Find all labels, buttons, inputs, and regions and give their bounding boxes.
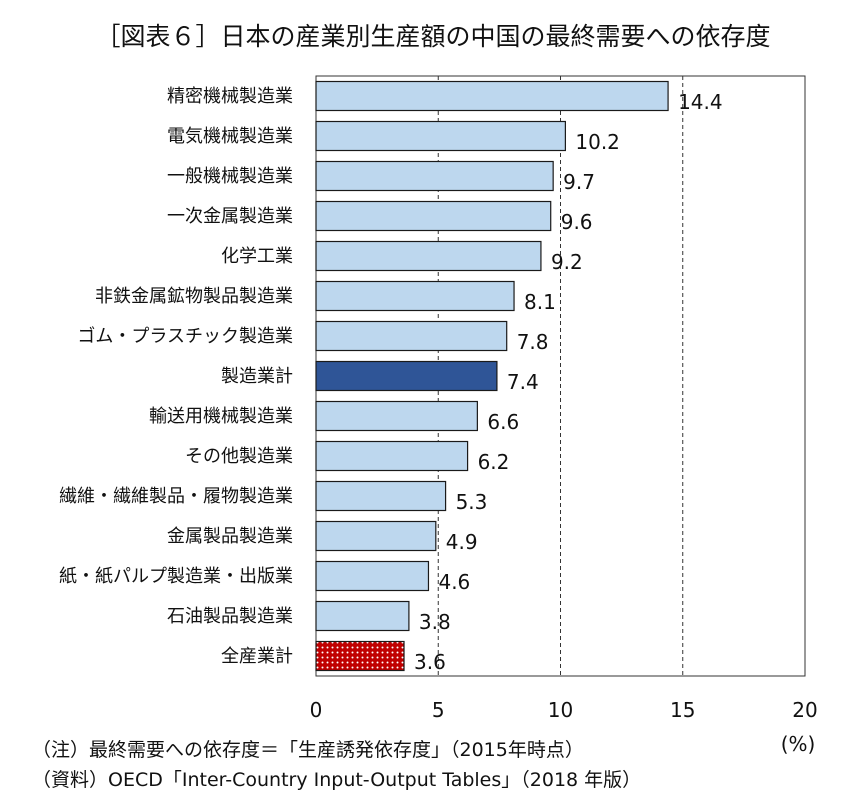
value-label: 9.2 bbox=[551, 250, 583, 274]
category-label: 繊維・繊維製品・履物製造業 bbox=[59, 486, 293, 507]
value-label: 9.6 bbox=[561, 210, 593, 234]
source-note: （資料）OECD「Inter-Country Input-Output Tabl… bbox=[32, 769, 642, 791]
value-label: 9.7 bbox=[563, 170, 595, 194]
category-label: 精密機械製造業 bbox=[167, 86, 293, 107]
value-label: 6.2 bbox=[478, 450, 510, 474]
bar bbox=[315, 560, 430, 592]
x-axis-ticks: 0 5 10 15 20 bbox=[310, 698, 818, 722]
bar bbox=[315, 600, 410, 632]
category-label: 紙・紙パルプ製造業・出版業 bbox=[59, 566, 293, 587]
category-label: 石油製品製造業 bbox=[167, 606, 293, 627]
category-label: 金属製品製造業 bbox=[167, 526, 293, 547]
category-labels: 精密機械製造業電気機械製造業一般機械製造業一次金属製造業化学工業非鉄金属鉱物製品… bbox=[59, 86, 293, 667]
category-label: 輸送用機械製造業 bbox=[149, 406, 293, 427]
value-label: 14.4 bbox=[678, 90, 723, 114]
x-tick-label: 0 bbox=[310, 698, 323, 722]
category-label: ゴム・プラスチック製造業 bbox=[77, 326, 293, 347]
bar bbox=[315, 120, 566, 152]
bar bbox=[315, 520, 437, 552]
bar bbox=[315, 360, 498, 392]
category-label: 非鉄金属鉱物製品製造業 bbox=[95, 286, 293, 307]
value-label: 8.1 bbox=[524, 290, 556, 314]
x-tick-label: 10 bbox=[548, 698, 573, 722]
bar bbox=[315, 200, 552, 232]
x-tick-label: 5 bbox=[432, 698, 445, 722]
category-label: 一次金属製造業 bbox=[167, 206, 293, 227]
category-label: 電気機械製造業 bbox=[167, 126, 293, 147]
bar bbox=[315, 280, 515, 312]
value-label: 3.8 bbox=[419, 610, 451, 634]
bar bbox=[315, 80, 669, 112]
bar bbox=[315, 320, 508, 352]
chart-title: ［図表６］日本の産業別生産額の中国の最終需要への依存度 bbox=[95, 22, 770, 51]
x-axis-unit: (%) bbox=[781, 732, 816, 756]
x-tick-label: 15 bbox=[670, 698, 695, 722]
value-label: 7.8 bbox=[517, 330, 549, 354]
value-label: 4.6 bbox=[438, 570, 470, 594]
bars bbox=[315, 80, 669, 672]
value-label: 4.9 bbox=[446, 530, 478, 554]
value-labels: 14.4 10.2 9.7 9.6 9.2 8.1 7.8 7.4 6.6 6.2 5.3 4.9 4.… bbox=[414, 90, 723, 674]
bar bbox=[315, 480, 447, 512]
value-label: 3.6 bbox=[414, 650, 446, 674]
value-label: 6.6 bbox=[487, 410, 519, 434]
category-label: 化学工業 bbox=[221, 246, 293, 267]
category-label: 製造業計 bbox=[221, 366, 293, 387]
bar bbox=[315, 240, 542, 272]
category-label: 一般機械製造業 bbox=[167, 166, 293, 187]
bar bbox=[315, 400, 478, 432]
category-label: 全産業計 bbox=[221, 646, 293, 667]
value-label: 7.4 bbox=[507, 370, 539, 394]
x-tick-label: 20 bbox=[792, 698, 817, 722]
bar bbox=[315, 440, 469, 472]
bar bbox=[315, 640, 405, 672]
value-label: 10.2 bbox=[575, 130, 620, 154]
value-label: 5.3 bbox=[456, 490, 488, 514]
bar bbox=[315, 160, 554, 192]
footnote: （注）最終需要への依存度＝「生産誘発依存度」（2015年時点） bbox=[32, 739, 584, 761]
category-label: その他製造業 bbox=[185, 446, 293, 467]
